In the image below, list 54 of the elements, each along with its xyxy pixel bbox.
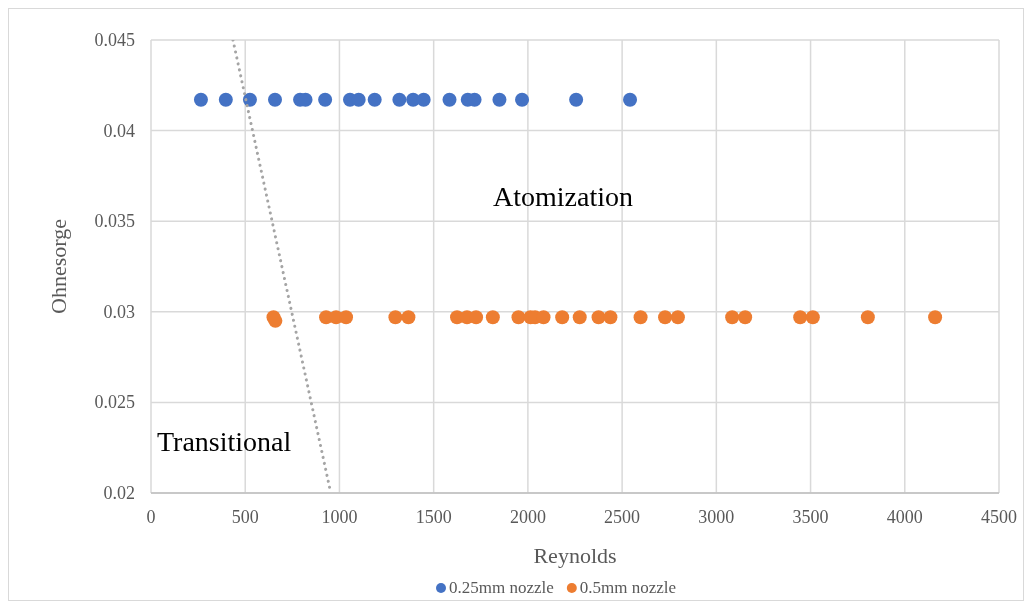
point — [339, 310, 354, 325]
point — [572, 310, 587, 325]
x-tick-label: 1000 — [321, 507, 358, 527]
point — [392, 92, 407, 107]
point — [928, 310, 943, 325]
point — [416, 92, 431, 107]
x-tick-label: 4500 — [981, 507, 1017, 527]
point — [860, 310, 875, 325]
point — [193, 92, 208, 107]
x-tick-label: 2000 — [509, 507, 546, 527]
point — [555, 310, 570, 325]
point — [658, 310, 673, 325]
annotation: Atomization — [493, 181, 633, 212]
point — [670, 310, 685, 325]
point — [442, 92, 457, 107]
point — [511, 310, 526, 325]
legend-label: 0.5mm nozzle — [579, 578, 677, 597]
point — [738, 310, 753, 325]
x-tick-label: 3500 — [792, 507, 829, 527]
point — [623, 92, 638, 107]
y-tick-label: 0.025 — [94, 392, 135, 413]
point — [793, 310, 808, 325]
y-tick-label: 0.02 — [103, 483, 135, 503]
point — [569, 92, 584, 107]
x-tick-label: 2500 — [604, 507, 641, 527]
y-axis-title: Ohnesorge — [46, 219, 71, 314]
x-axis-title: Reynolds — [533, 543, 617, 568]
point — [469, 310, 484, 325]
point — [591, 310, 606, 325]
y-tick-label: 0.035 — [94, 211, 135, 232]
y-tick-label: 0.03 — [103, 301, 135, 322]
point — [725, 310, 740, 325]
point — [218, 92, 233, 107]
point — [388, 310, 403, 325]
x-tick-label: 0 — [146, 507, 156, 527]
x-tick-label: 1500 — [415, 507, 452, 527]
point — [603, 310, 618, 325]
point — [242, 92, 257, 107]
x-tick-label: 4000 — [886, 507, 923, 527]
point — [515, 92, 530, 107]
y-tick-label: 0.045 — [94, 30, 135, 50]
annotation: Transitional — [157, 426, 292, 457]
point — [485, 310, 500, 325]
y-tick-label: 0.04 — [103, 120, 135, 141]
point — [492, 92, 507, 107]
point — [633, 310, 648, 325]
point — [401, 310, 416, 325]
point — [268, 92, 282, 107]
x-tick-label: 500 — [231, 507, 259, 527]
point — [805, 310, 820, 325]
x-tick-label: 3000 — [698, 507, 735, 527]
point — [318, 92, 333, 107]
legend-label: 0.25mm nozzle — [449, 578, 554, 597]
point — [367, 92, 382, 107]
